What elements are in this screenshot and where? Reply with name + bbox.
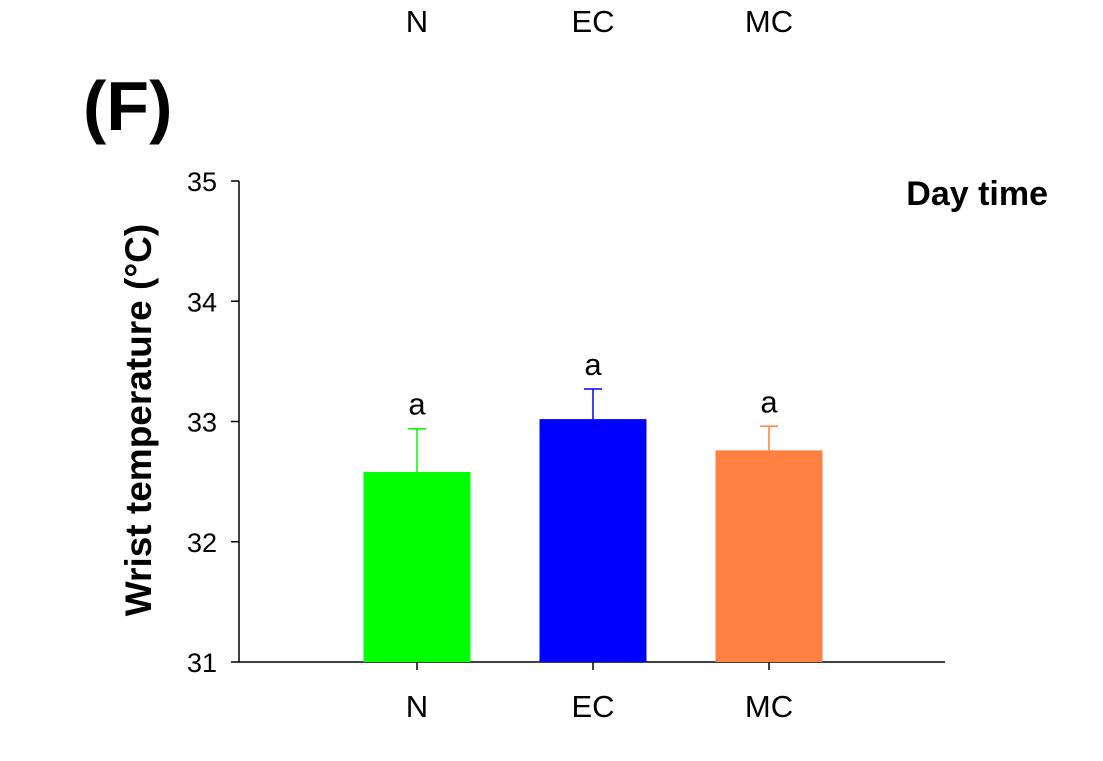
y-axis-label: Wrist temperature (°C) (118, 224, 159, 616)
x-tick-label-n: N (406, 689, 428, 724)
top-label-n: N (406, 4, 428, 39)
y-tick-label: 33 (187, 408, 217, 438)
bar-n (363, 472, 471, 662)
panel-label: (F) (83, 67, 172, 145)
top-labels: N EC MC (406, 4, 793, 39)
top-label-mc: MC (745, 4, 793, 39)
bars: a a a (363, 347, 823, 662)
y-tick-label: 35 (187, 167, 217, 197)
axes: 31 32 33 34 35 N EC MC (187, 167, 945, 724)
significance-label: a (584, 347, 602, 382)
y-tick-label: 32 (187, 528, 217, 558)
x-tick-label-ec: EC (571, 689, 614, 724)
y-tick-label: 31 (187, 648, 217, 678)
bar-ec (539, 419, 647, 662)
bar-mc (715, 450, 823, 662)
chart-annotation: Day time (906, 175, 1048, 213)
y-tick-label: 34 (187, 287, 217, 317)
top-label-ec: EC (571, 4, 614, 39)
significance-label: a (760, 384, 778, 419)
x-tick-label-mc: MC (745, 689, 793, 724)
significance-label: a (408, 387, 426, 422)
